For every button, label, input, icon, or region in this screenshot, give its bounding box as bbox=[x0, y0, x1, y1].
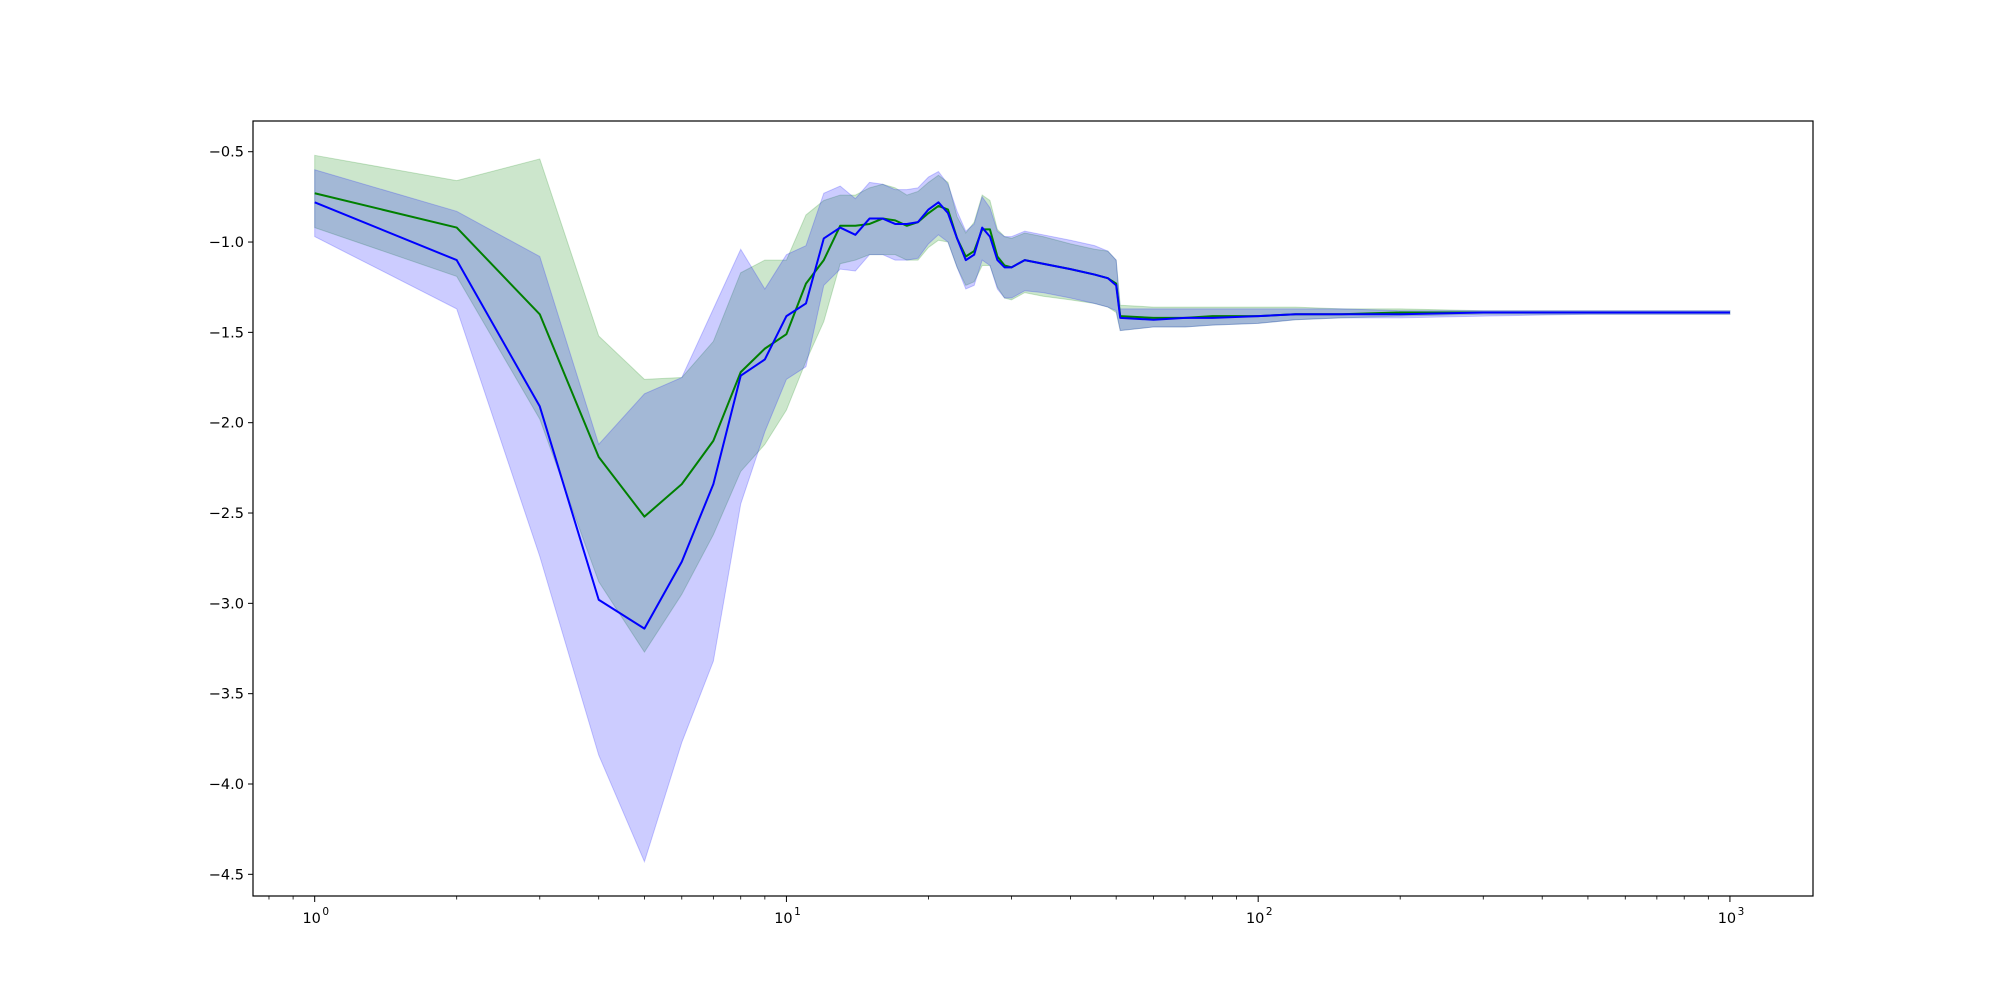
x-tick-label: 10 bbox=[1246, 911, 1264, 927]
y-tick-label: −4.0 bbox=[209, 777, 244, 793]
series-1-band bbox=[314, 154, 1731, 654]
series-lines bbox=[314, 192, 1730, 630]
y-tick-label: −0.5 bbox=[209, 145, 244, 161]
series-2-band bbox=[314, 169, 1731, 864]
y-tick-label: −4.5 bbox=[209, 867, 244, 883]
series-2-line bbox=[314, 201, 1730, 630]
y-tick-label: −3.0 bbox=[209, 596, 244, 612]
y-tick-label: −2.5 bbox=[209, 506, 244, 522]
y-tick-label: −3.5 bbox=[209, 687, 244, 703]
confidence-bands bbox=[314, 154, 1731, 864]
y-tick-label: −1.0 bbox=[209, 235, 244, 251]
x-tick-label-exponent: 0 bbox=[322, 906, 329, 918]
x-axis: 10 0 10 1 10 2 10 3 bbox=[268, 896, 1745, 927]
x-tick-label: 10 bbox=[774, 911, 792, 927]
y-tick-label: −2.0 bbox=[209, 416, 244, 432]
x-tick-label-exponent: 3 bbox=[1738, 906, 1745, 918]
x-tick-label: 10 bbox=[302, 911, 320, 927]
y-tick-label: −1.5 bbox=[209, 325, 244, 341]
x-tick-label: 10 bbox=[1718, 911, 1736, 927]
x-tick-label-exponent: 2 bbox=[1266, 906, 1273, 918]
y-axis: −0.5 −1.0 −1.5 −2.0 −2.5 −3.0 −3.5 −4.0 −4.5 bbox=[209, 145, 253, 883]
plot-frame bbox=[252, 120, 1814, 897]
x-tick-label-exponent: 1 bbox=[794, 906, 801, 918]
